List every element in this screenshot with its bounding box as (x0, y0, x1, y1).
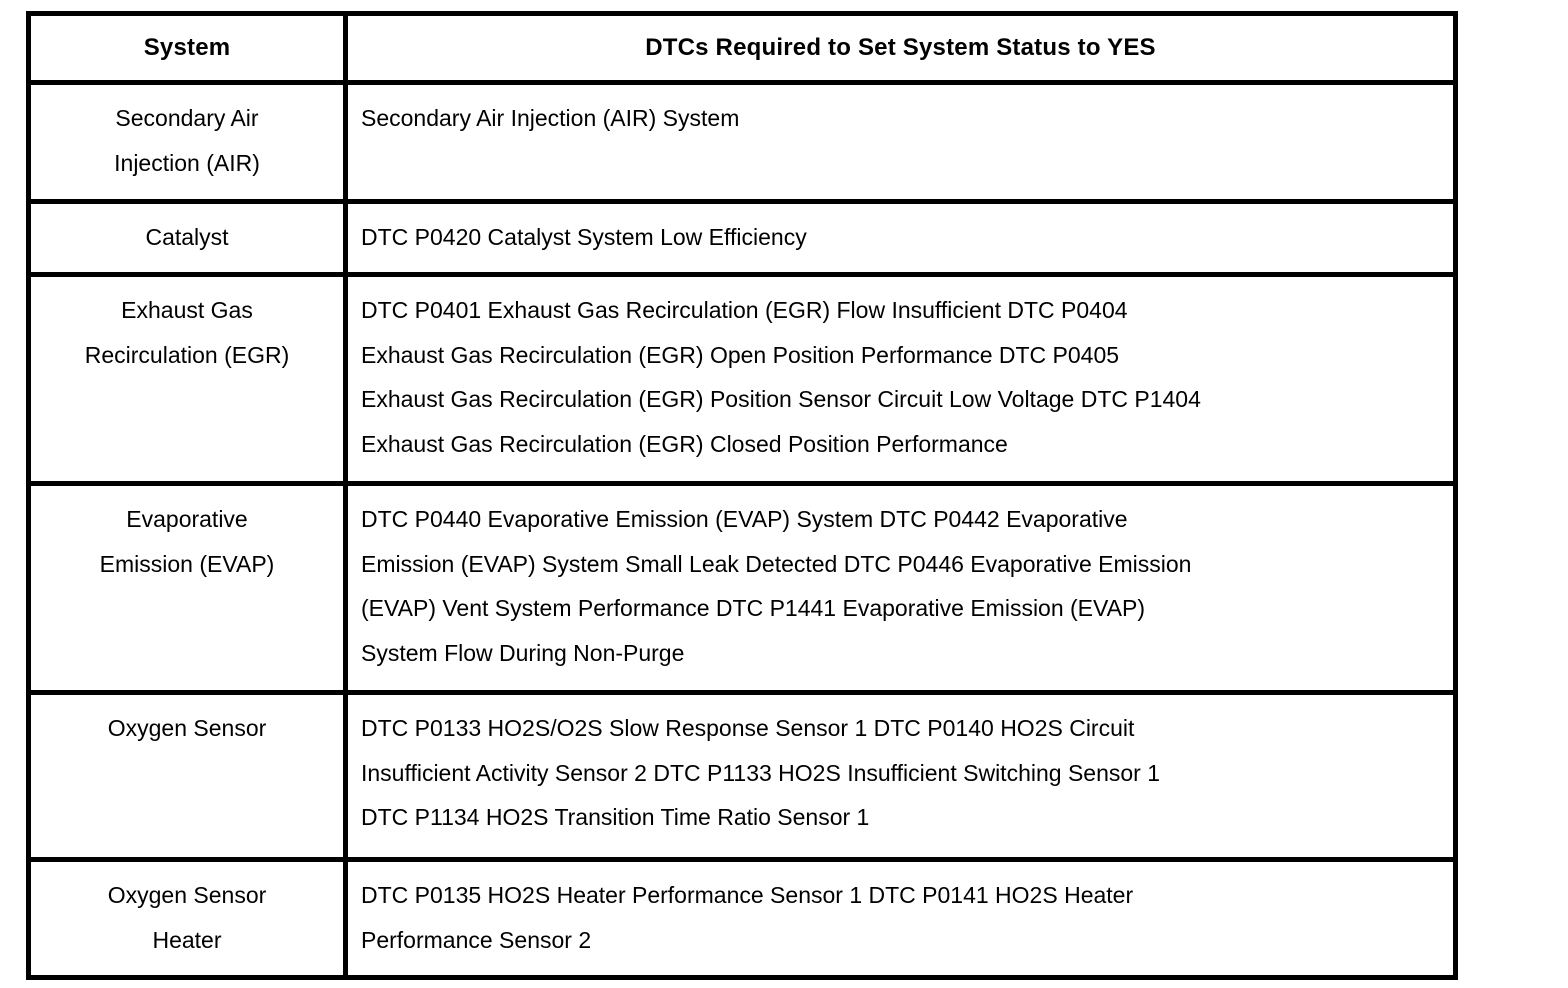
dtcs-cell: DTC P0440 Evaporative Emission (EVAP) Sy… (343, 481, 1458, 695)
system-cell: Secondary Air Injection (AIR) (26, 80, 348, 204)
dtcs-cell-line: Secondary Air Injection (AIR) System (361, 105, 740, 131)
dtcs-cell-line: DTC P0133 HO2S/O2S Slow Response Sensor … (361, 715, 1135, 741)
system-cell-line: Injection (AIR) (114, 149, 260, 176)
table-body: Secondary Air Injection (AIR) Secondary Ai… (26, 80, 1458, 980)
table-row: Secondary Air Injection (AIR) Secondary Ai… (26, 80, 1458, 204)
system-cell: Oxygen Sensor Heater (26, 857, 348, 980)
system-cell-line: Heater (152, 926, 222, 953)
dtcs-cell-line: DTC P0440 Evaporative Emission (EVAP) Sy… (361, 506, 1128, 532)
dtcs-cell: DTC P0133 HO2S/O2S Slow Response Sensor … (343, 690, 1458, 862)
dtc-status-table: System DTCs Required to Set System Statu… (26, 11, 1458, 980)
system-cell-line: Evaporative (126, 506, 248, 532)
table-row: Oxygen Sensor Heater DTC P0135 HO2S Heater… (26, 857, 1458, 980)
system-cell: Oxygen Sensor (26, 690, 348, 862)
table-header-row: System DTCs Required to Set System Statu… (26, 11, 1458, 85)
dtcs-cell-line: Emission (EVAP) System Small Leak Detect… (361, 550, 1192, 577)
dtcs-cell: DTC P0401 Exhaust Gas Recirculation (EGR… (343, 272, 1458, 486)
system-cell-line: Oxygen Sensor (107, 882, 267, 908)
system-cell-line: Secondary Air (115, 105, 259, 131)
dtcs-cell: DTC P0420 Catalyst System Low Efficiency (343, 199, 1458, 277)
dtcs-cell: DTC P0135 HO2S Heater Performance Sensor… (343, 857, 1458, 980)
dtcs-cell: Secondary Air Injection (AIR) System (343, 80, 1458, 204)
system-cell-line: Exhaust Gas (121, 297, 253, 323)
dtcs-cell-line: DTC P0401 Exhaust Gas Recirculation (EGR… (361, 297, 1128, 323)
dtcs-cell-line: Performance Sensor 2 (361, 926, 592, 953)
system-cell: Exhaust Gas Recirculation (EGR) (26, 272, 348, 486)
dtcs-cell-line: Exhaust Gas Recirculation (EGR) Closed P… (361, 430, 1008, 457)
dtcs-cell-line: (EVAP) Vent System Performance DTC P1441… (361, 595, 1145, 621)
dtcs-cell-line: Insufficient Activity Sensor 2 DTC P1133… (361, 759, 1161, 786)
dtcs-cell-line: DTC P1134 HO2S Transition Time Ratio Sen… (361, 804, 870, 830)
system-cell-line: Recirculation (EGR) (84, 341, 290, 368)
dtcs-cell-line: DTC P0135 HO2S Heater Performance Sensor… (361, 882, 1134, 908)
table-row: Exhaust Gas Recirculation (EGR) DTC P0401 … (26, 272, 1458, 486)
system-cell-line: Emission (EVAP) (99, 550, 275, 577)
dtcs-cell-line: Exhaust Gas Recirculation (EGR) Open Pos… (361, 341, 1120, 368)
system-cell: Catalyst (26, 199, 348, 277)
system-cell-line: Oxygen Sensor (107, 715, 267, 741)
dtcs-cell-line: System Flow During Non-Purge (361, 639, 685, 666)
system-cell: Evaporative Emission (EVAP) (26, 481, 348, 695)
table-row: Catalyst DTC P0420 Catalyst System Low Ef… (26, 199, 1458, 277)
system-cell-line: Catalyst (145, 224, 229, 250)
table-row: Oxygen Sensor DTC P0133 HO2S/O2S Slow Res… (26, 690, 1458, 862)
column-header-dtcs: DTCs Required to Set System Status to YE… (343, 11, 1458, 85)
dtcs-cell-line: Exhaust Gas Recirculation (EGR) Position… (361, 386, 1201, 412)
table-row: Evaporative Emission (EVAP) DTC P0440 Evap… (26, 481, 1458, 695)
dtcs-cell-line: DTC P0420 Catalyst System Low Efficiency (361, 224, 807, 250)
column-header-system: System (26, 11, 348, 85)
